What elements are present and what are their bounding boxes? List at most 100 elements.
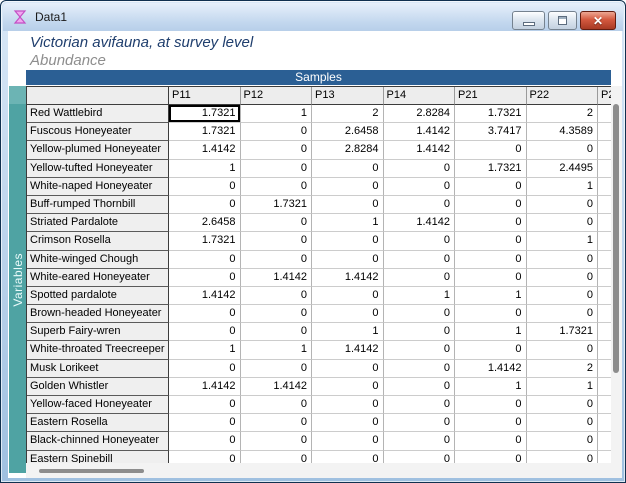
data-cell[interactable]: 1.4142 — [169, 141, 241, 160]
data-cell[interactable] — [598, 195, 611, 215]
data-cell[interactable] — [598, 159, 611, 178]
minimize-button[interactable] — [512, 11, 545, 30]
data-cell[interactable]: 0 — [383, 159, 455, 178]
data-cell[interactable]: 0 — [240, 141, 312, 160]
column-header-p12[interactable]: P12 — [240, 87, 312, 105]
data-cell[interactable]: 1.4142 — [169, 377, 241, 396]
data-cell[interactable]: 1.4142 — [383, 123, 455, 142]
row-label[interactable]: Golden Whistler — [27, 377, 169, 396]
data-cell[interactable]: 0 — [455, 177, 527, 196]
data-cell[interactable]: 0 — [169, 396, 241, 415]
data-cell[interactable]: 0 — [169, 195, 241, 215]
data-cell[interactable]: 1 — [526, 232, 598, 251]
data-cell[interactable]: 0 — [383, 195, 455, 215]
data-cell[interactable]: 0 — [383, 341, 455, 360]
data-cell[interactable] — [598, 286, 611, 306]
data-cell[interactable]: 1.4142 — [455, 359, 527, 378]
data-cell[interactable]: 0 — [526, 305, 598, 324]
data-cell[interactable] — [598, 305, 611, 324]
data-cell[interactable] — [598, 232, 611, 251]
samples-header-band[interactable]: Samples — [26, 70, 611, 85]
data-cell[interactable]: 0 — [455, 214, 527, 233]
vertical-scrollbar[interactable] — [611, 86, 622, 478]
data-cell[interactable]: 1 — [455, 377, 527, 396]
corner-cell[interactable] — [27, 87, 169, 105]
row-label[interactable]: Yellow-tufted Honeyeater — [27, 159, 169, 178]
row-label[interactable]: White-eared Honeyeater — [27, 268, 169, 287]
data-cell[interactable]: 1 — [240, 341, 312, 360]
data-cell[interactable]: 1 — [455, 323, 527, 342]
data-cell[interactable]: 2.6458 — [312, 123, 384, 142]
data-cell[interactable]: 0 — [169, 305, 241, 324]
data-cell[interactable]: 1.7321 — [240, 195, 312, 215]
data-cell[interactable]: 0 — [526, 432, 598, 451]
data-cell[interactable]: 0 — [240, 359, 312, 378]
row-label[interactable]: Eastern Spinebill — [27, 450, 169, 463]
data-cell[interactable]: 0 — [240, 414, 312, 433]
data-cell[interactable]: 0 — [169, 177, 241, 196]
data-cell[interactable]: 1 — [169, 159, 241, 178]
titlebar[interactable]: Data1 ✕ — [3, 3, 623, 31]
data-cell[interactable]: 0 — [169, 268, 241, 287]
data-cell[interactable]: 0 — [240, 214, 312, 233]
data-cell[interactable]: 1 — [526, 177, 598, 196]
data-cell[interactable] — [598, 323, 611, 342]
data-cell[interactable]: 0 — [383, 396, 455, 415]
data-cell[interactable]: 1.7321 — [455, 105, 527, 124]
data-cell[interactable]: 2 — [526, 105, 598, 124]
data-cell[interactable]: 2 — [526, 359, 598, 378]
data-cell[interactable]: 0 — [455, 305, 527, 324]
data-cell[interactable]: 0 — [312, 432, 384, 451]
data-cell[interactable]: 0 — [312, 286, 384, 306]
row-label[interactable]: White-winged Chough — [27, 250, 169, 269]
data-cell[interactable]: 1.7321 — [526, 323, 598, 342]
data-cell[interactable]: 0 — [383, 377, 455, 396]
data-cell[interactable]: 0 — [526, 414, 598, 433]
data-cell[interactable]: 0 — [240, 323, 312, 342]
data-cell[interactable]: 0 — [240, 432, 312, 451]
data-cell[interactable]: 0 — [312, 359, 384, 378]
data-cell[interactable]: 0 — [383, 177, 455, 196]
data-cell[interactable]: 0 — [455, 195, 527, 215]
data-cell[interactable]: 0 — [383, 250, 455, 269]
data-cell[interactable]: 0 — [455, 396, 527, 415]
data-cell[interactable]: 0 — [526, 268, 598, 287]
data-cell[interactable]: 0 — [526, 195, 598, 215]
data-cell[interactable] — [598, 177, 611, 196]
data-cell[interactable] — [598, 396, 611, 415]
data-cell[interactable]: 1 — [383, 286, 455, 306]
data-cell[interactable]: 0 — [383, 323, 455, 342]
data-cell[interactable]: 0 — [312, 250, 384, 269]
row-label[interactable]: Yellow-plumed Honeyeater — [27, 141, 169, 160]
data-cell[interactable]: 2 — [312, 105, 384, 124]
data-cell[interactable]: 0 — [169, 250, 241, 269]
data-cell[interactable]: 1.4142 — [240, 268, 312, 287]
data-cell[interactable] — [598, 414, 611, 433]
data-cell[interactable] — [598, 105, 611, 124]
row-label[interactable]: Yellow-faced Honeyeater — [27, 396, 169, 415]
data-cell[interactable]: 1.7321 — [169, 123, 241, 142]
data-cell[interactable]: 1 — [455, 286, 527, 306]
data-cell[interactable]: 0 — [240, 159, 312, 178]
data-cell[interactable]: 3.7417 — [455, 123, 527, 142]
column-header-p22[interactable]: P22 — [526, 87, 598, 105]
data-cell[interactable]: 0 — [240, 250, 312, 269]
data-cell[interactable] — [598, 377, 611, 396]
data-cell[interactable]: 0 — [312, 232, 384, 251]
row-label[interactable]: Brown-headed Honeyeater — [27, 305, 169, 324]
data-cell[interactable]: 0 — [455, 432, 527, 451]
row-label[interactable]: Musk Lorikeet — [27, 359, 169, 378]
data-cell[interactable]: 1 — [240, 105, 312, 124]
row-label[interactable]: White-throated Treecreeper — [27, 341, 169, 360]
data-cell[interactable]: 0 — [383, 268, 455, 287]
data-cell[interactable]: 0 — [383, 432, 455, 451]
data-cell[interactable] — [598, 141, 611, 160]
data-cell[interactable]: 0 — [240, 396, 312, 415]
data-cell[interactable]: 1 — [312, 323, 384, 342]
data-cell[interactable]: 0 — [383, 414, 455, 433]
data-cell[interactable]: 1.4142 — [312, 341, 384, 360]
data-cell[interactable]: 4.3589 — [526, 123, 598, 142]
row-label[interactable]: Red Wattlebird — [27, 105, 169, 124]
vertical-scrollbar-thumb[interactable] — [613, 104, 619, 373]
data-cell[interactable]: 0 — [455, 341, 527, 360]
